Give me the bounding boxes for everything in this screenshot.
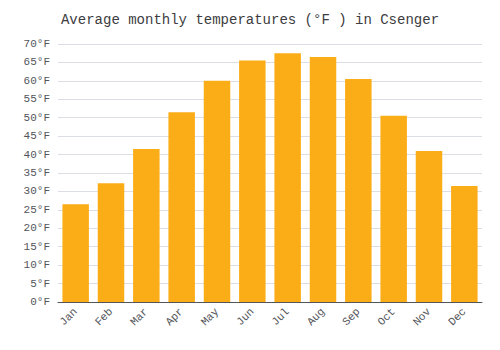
svg-text:25°F: 25°F (24, 204, 50, 216)
svg-text:Jan: Jan (57, 306, 79, 328)
svg-text:50°F: 50°F (24, 112, 50, 124)
svg-text:30°F: 30°F (24, 185, 50, 197)
svg-text:Aug: Aug (305, 306, 327, 328)
svg-text:70°F: 70°F (24, 38, 50, 50)
svg-text:45°F: 45°F (24, 130, 50, 142)
svg-text:Dec: Dec (446, 306, 468, 328)
svg-text:55°F: 55°F (24, 93, 50, 105)
svg-text:Oct: Oct (375, 306, 397, 328)
svg-text:5°F: 5°F (30, 278, 50, 290)
svg-text:Nov: Nov (411, 305, 434, 328)
svg-text:Jul: Jul (269, 306, 291, 328)
svg-text:60°F: 60°F (24, 75, 50, 87)
svg-text:10°F: 10°F (24, 259, 50, 271)
svg-text:Average monthly temperatures (: Average monthly temperatures (°F ) in Cs… (61, 12, 439, 28)
svg-text:0°F: 0°F (30, 296, 50, 308)
svg-text:May: May (199, 305, 222, 328)
svg-text:65°F: 65°F (24, 56, 50, 68)
svg-text:Feb: Feb (93, 306, 115, 328)
svg-text:Apr: Apr (163, 306, 185, 328)
svg-text:Mar: Mar (128, 306, 150, 328)
svg-text:20°F: 20°F (24, 222, 50, 234)
svg-text:35°F: 35°F (24, 167, 50, 179)
svg-text:Sep: Sep (340, 306, 362, 328)
svg-text:40°F: 40°F (24, 149, 50, 161)
svg-text:Jun: Jun (234, 306, 256, 328)
svg-text:15°F: 15°F (24, 241, 50, 253)
